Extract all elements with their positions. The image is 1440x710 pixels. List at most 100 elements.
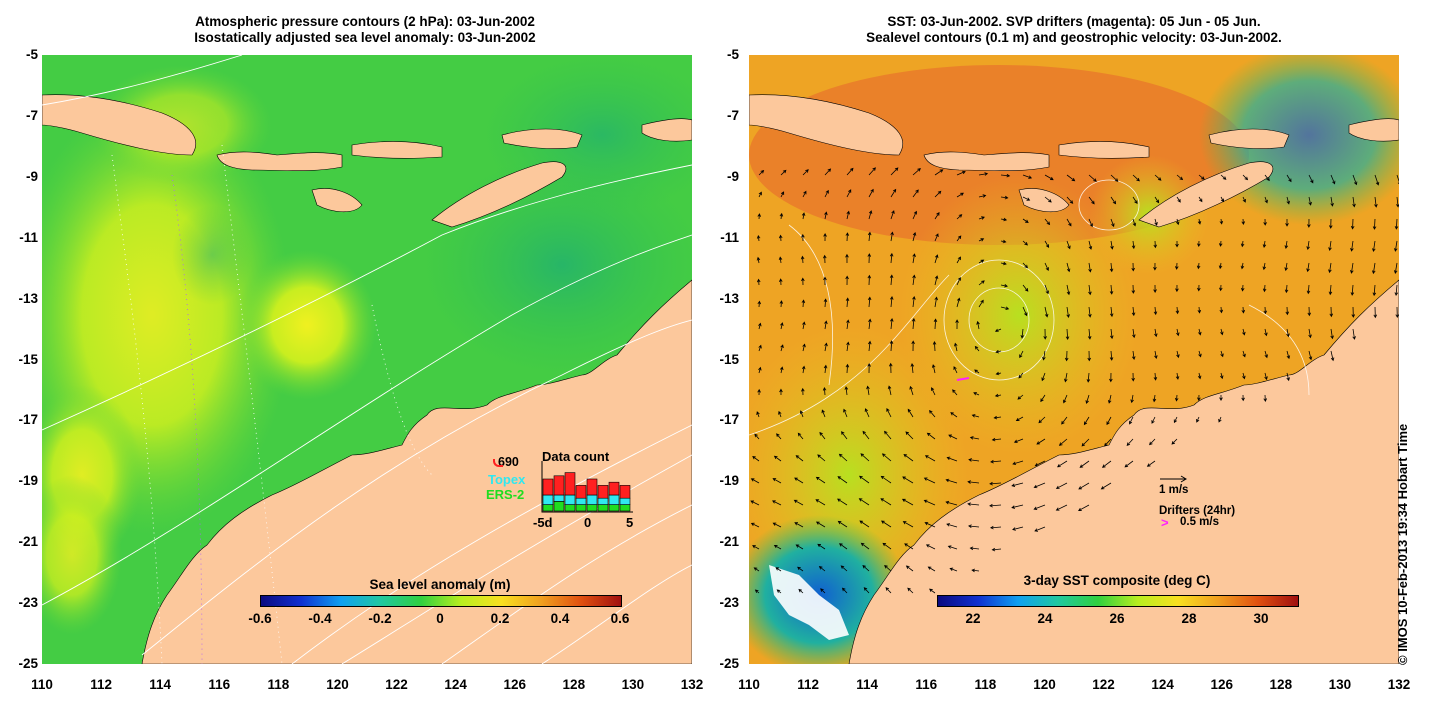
velocity-arrow [1088, 196, 1095, 205]
velocity-arrow [1286, 174, 1292, 183]
lon-tick-label: 118 [267, 677, 290, 692]
lat-tick-label: -25 [719, 656, 739, 671]
velocity-arrow [1038, 416, 1046, 424]
right-panel-title: SST: 03-Jun-2002. SVP drifters (magenta)… [748, 14, 1400, 46]
velocity-arrow [912, 168, 921, 176]
velocity-arrow [912, 253, 916, 264]
velocity-arrow [1241, 394, 1245, 402]
velocity-arrow [1218, 240, 1223, 247]
lat-tick-label: -5 [25, 47, 38, 62]
velocity-arrow [967, 480, 980, 484]
velocity-arrow [1109, 262, 1114, 273]
velocity-arrow [799, 410, 804, 418]
lat-tick-label: -7 [25, 107, 38, 123]
velocity-arrow [863, 587, 870, 594]
velocity-arrow [1149, 438, 1156, 446]
lon-tick-label: 122 [385, 677, 408, 692]
velocity-arrow [1146, 460, 1156, 467]
velocity-arrow [824, 189, 829, 198]
velocity-arrow [1055, 482, 1068, 489]
velocity-arrow [956, 170, 966, 176]
velocity-arrow [1000, 217, 1008, 222]
velocity-arrow [978, 216, 985, 220]
velocity-arrow [1242, 350, 1246, 358]
velocity-arrow [758, 344, 762, 352]
velocity-arrow [819, 431, 826, 440]
velocity-arrow [956, 235, 962, 242]
velocity-arrow [991, 547, 1002, 552]
velocity-arrow [1066, 196, 1074, 204]
lat-tick-label: -21 [719, 534, 739, 550]
drifter-legend-label: Drifters (24hr) [1159, 505, 1236, 517]
velocity-arrow [1087, 350, 1092, 362]
data-count-bar-cyan [586, 494, 598, 505]
velocity-arrow [1064, 372, 1068, 383]
velocity-arrow [1110, 328, 1114, 340]
data-count-bar-green [597, 504, 609, 512]
velocity-arrow [904, 543, 914, 550]
velocity-arrow [868, 188, 874, 198]
lon-tick-label: 112 [797, 677, 819, 692]
velocity-arrow [1286, 372, 1290, 382]
velocity-arrow [903, 453, 914, 462]
lon-tick-label: 116 [915, 677, 938, 692]
velocity-arrow [1307, 218, 1311, 228]
velocity-arrow [794, 522, 804, 528]
geostrophic-velocity-arrows [750, 167, 1399, 594]
velocity-arrow [956, 256, 961, 264]
sst-map [749, 55, 1399, 664]
velocity-arrow [1110, 240, 1114, 250]
data-count-bar-cyan [619, 497, 631, 505]
drifter-speed-label: 0.5 m/s [1180, 516, 1219, 528]
sumba-island [311, 188, 363, 213]
velocity-arrow [1263, 306, 1268, 315]
lat-tick-label: -9 [726, 168, 739, 184]
inset-ers2-label: ERS-2 [486, 487, 525, 502]
velocity-arrow [978, 259, 985, 264]
velocity-arrow [779, 300, 784, 308]
velocity-arrow [889, 296, 894, 308]
velocity-arrow [801, 212, 806, 220]
velocity-arrow [846, 189, 852, 198]
colorbar-tick-label: 22 [965, 611, 981, 626]
velocity-arrow [750, 500, 760, 506]
velocity-arrow [818, 566, 826, 572]
velocity-arrow [756, 278, 761, 286]
velocity-arrow [1198, 350, 1202, 358]
lon-tick-label: 130 [1328, 677, 1352, 692]
velocity-arrow [778, 410, 782, 418]
australia-landmass [141, 279, 692, 664]
velocity-arrow [1011, 482, 1024, 487]
velocity-arrow [866, 385, 870, 396]
velocity-arrow [1308, 174, 1314, 184]
velocity-arrow [1040, 394, 1046, 403]
velocity-arrow [1085, 394, 1090, 404]
inset-axis-line [541, 461, 633, 513]
velocity-arrow [995, 371, 1002, 376]
velocity-arrow [886, 408, 892, 418]
velocity-arrow [1308, 196, 1312, 206]
velocity-arrow [954, 342, 958, 352]
data-count-bar-red [553, 475, 565, 496]
velocity-arrow [838, 543, 848, 550]
velocity-arrow [801, 365, 806, 374]
velocity-arrow [1017, 394, 1024, 400]
velocity-arrow [780, 322, 784, 330]
velocity-arrow [1262, 262, 1267, 271]
lat-tick-label: -11 [720, 229, 739, 245]
velocity-arrow [1372, 240, 1376, 253]
velocity-arrow [956, 276, 961, 286]
velocity-arrow [795, 544, 804, 550]
velocity-arrow [934, 296, 938, 308]
velocity-arrow [1198, 174, 1205, 180]
lat-tick-label: -5 [726, 47, 739, 62]
sealevel-contours [749, 179, 1310, 436]
velocity-arrow [1262, 284, 1267, 293]
velocity-arrow [815, 476, 826, 484]
velocity-arrow [1264, 350, 1268, 359]
velocity-arrow [1393, 240, 1398, 252]
velocity-arrow [1124, 460, 1134, 468]
velocity-arrow [1106, 416, 1112, 426]
velocity-arrow [978, 280, 985, 286]
velocity-arrow [1352, 174, 1358, 186]
